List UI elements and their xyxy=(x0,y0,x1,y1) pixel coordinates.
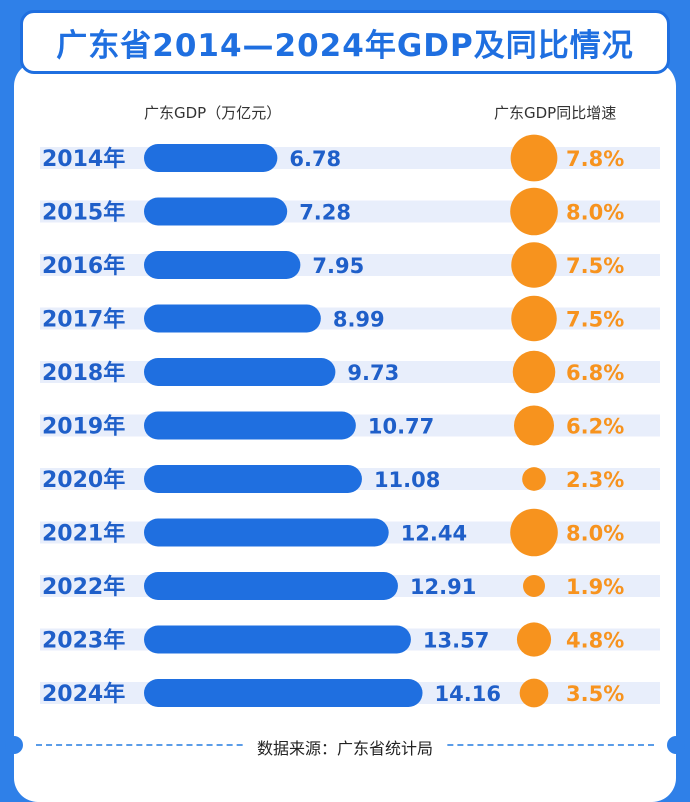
gdp-value-label: 14.16 xyxy=(435,682,501,706)
gdp-value-label: 8.99 xyxy=(333,308,385,332)
gdp-bar xyxy=(144,304,321,333)
gdp-value-label: 7.28 xyxy=(299,201,351,225)
right-notch xyxy=(667,736,685,754)
growth-bubble xyxy=(511,295,557,342)
growth-bubble xyxy=(519,678,549,708)
year-label: 2023年 xyxy=(42,628,125,654)
year-label: 2024年 xyxy=(42,681,125,707)
year-label: 2014年 xyxy=(42,146,125,172)
gdp-value-label: 6.78 xyxy=(289,147,341,171)
growth-value-label: 6.8% xyxy=(566,361,624,385)
gdp-bar xyxy=(144,144,278,172)
growth-bubble xyxy=(510,187,558,236)
gdp-value-label: 10.77 xyxy=(368,415,434,439)
growth-value-label: 7.5% xyxy=(566,308,624,332)
growth-value-label: 8.0% xyxy=(566,522,624,546)
year-label: 2020年 xyxy=(42,467,125,493)
growth-value-label: 7.8% xyxy=(566,147,624,171)
year-label: 2022年 xyxy=(42,574,125,600)
gdp-bar xyxy=(144,625,411,654)
growth-bubble xyxy=(523,575,545,597)
growth-bubble xyxy=(510,508,558,557)
growth-bubble xyxy=(511,242,557,288)
gdp-value-label: 9.73 xyxy=(347,361,399,385)
growth-value-label: 6.2% xyxy=(566,415,624,439)
title-box: 广东省2014—2024年GDP及同比情况 xyxy=(20,10,670,74)
growth-value-label: 2.3% xyxy=(566,468,624,492)
gdp-bar xyxy=(144,358,336,386)
gdp-bar xyxy=(144,679,423,707)
year-label: 2019年 xyxy=(42,414,125,440)
gdp-bar xyxy=(144,572,398,600)
growth-bubble xyxy=(513,405,555,446)
gdp-bar xyxy=(144,411,356,440)
year-label: 2021年 xyxy=(42,521,125,547)
growth-column-header: 广东GDP同比增速 xyxy=(494,104,617,122)
gdp-bar xyxy=(144,518,389,547)
left-notch xyxy=(5,736,23,754)
growth-value-label: 7.5% xyxy=(566,254,624,278)
growth-bubble xyxy=(522,467,546,491)
gdp-bar xyxy=(144,465,362,493)
gdp-value-label: 7.95 xyxy=(312,254,364,278)
growth-value-label: 1.9% xyxy=(566,575,624,599)
year-label: 2016年 xyxy=(42,253,125,279)
growth-value-label: 4.8% xyxy=(566,629,624,653)
gdp-value-label: 13.57 xyxy=(423,629,489,653)
gdp-bar xyxy=(144,197,288,226)
footer-divider xyxy=(36,744,654,746)
growth-value-label: 8.0% xyxy=(566,201,624,225)
gdp-bar xyxy=(144,251,301,279)
growth-bubble xyxy=(516,622,552,657)
growth-bubble xyxy=(512,350,556,394)
growth-bubble xyxy=(510,134,558,182)
chart-title: 广东省2014—2024年GDP及同比情况 xyxy=(56,27,634,64)
gdp-value-label: 11.08 xyxy=(374,468,440,492)
year-label: 2018年 xyxy=(42,360,125,386)
gdp-value-label: 12.91 xyxy=(410,575,476,599)
gdp-value-label: 12.44 xyxy=(401,522,467,546)
year-label: 2015年 xyxy=(42,200,125,226)
year-label: 2017年 xyxy=(42,307,125,333)
gdp-column-header: 广东GDP（万亿元） xyxy=(144,104,282,122)
growth-value-label: 3.5% xyxy=(566,682,624,706)
